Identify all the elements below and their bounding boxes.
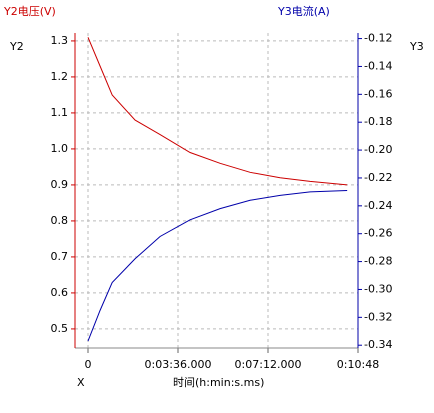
y2-tick-label: -0.28 <box>364 255 392 268</box>
y2-axis-name: Y3 <box>409 40 424 53</box>
y2-axis-label: Y3电流(A) <box>277 4 330 18</box>
y-tick-label: 1.0 <box>51 142 69 155</box>
x-tick-label: 0:03:36.000 <box>145 358 212 371</box>
x-tick-label: 0 <box>85 358 92 371</box>
y2-tick-label: -0.16 <box>364 87 392 100</box>
y-tick-label: 1.1 <box>51 106 69 119</box>
y-tick-label: 0.8 <box>51 214 69 227</box>
y-tick-label: 0.6 <box>51 286 69 299</box>
y-axis-label: Y2电压(V) <box>3 5 56 18</box>
x-axis-label: 时间(h:min:s.ms) <box>173 376 264 389</box>
y2-tick-label: -0.18 <box>364 115 392 128</box>
y2-tick-label: -0.24 <box>364 199 392 212</box>
x-axis-name: X <box>77 376 85 389</box>
y2-tick-label: -0.34 <box>364 338 392 351</box>
y-axis-name: Y2 <box>9 40 24 53</box>
y2-tick-label: -0.26 <box>364 227 392 240</box>
y2-tick-label: -0.14 <box>364 59 392 72</box>
series-line <box>87 37 348 186</box>
x-tick-label: 0:10:48 <box>337 358 379 371</box>
y-tick-label: 1.3 <box>51 34 69 47</box>
y2-tick-label: -0.30 <box>364 282 392 295</box>
y-tick-label: 1.2 <box>51 70 69 83</box>
x-tick-label: 0:07:12.000 <box>235 358 302 371</box>
y-tick-label: 0.7 <box>51 250 69 263</box>
y2-tick-label: -0.32 <box>364 310 392 323</box>
y2-tick-label: -0.20 <box>364 143 392 156</box>
y-tick-label: 0.9 <box>51 178 69 191</box>
y2-tick-label: -0.12 <box>364 32 392 45</box>
y2-tick-label: -0.22 <box>364 171 392 184</box>
series-line <box>87 190 348 342</box>
y-tick-label: 0.5 <box>51 322 69 335</box>
